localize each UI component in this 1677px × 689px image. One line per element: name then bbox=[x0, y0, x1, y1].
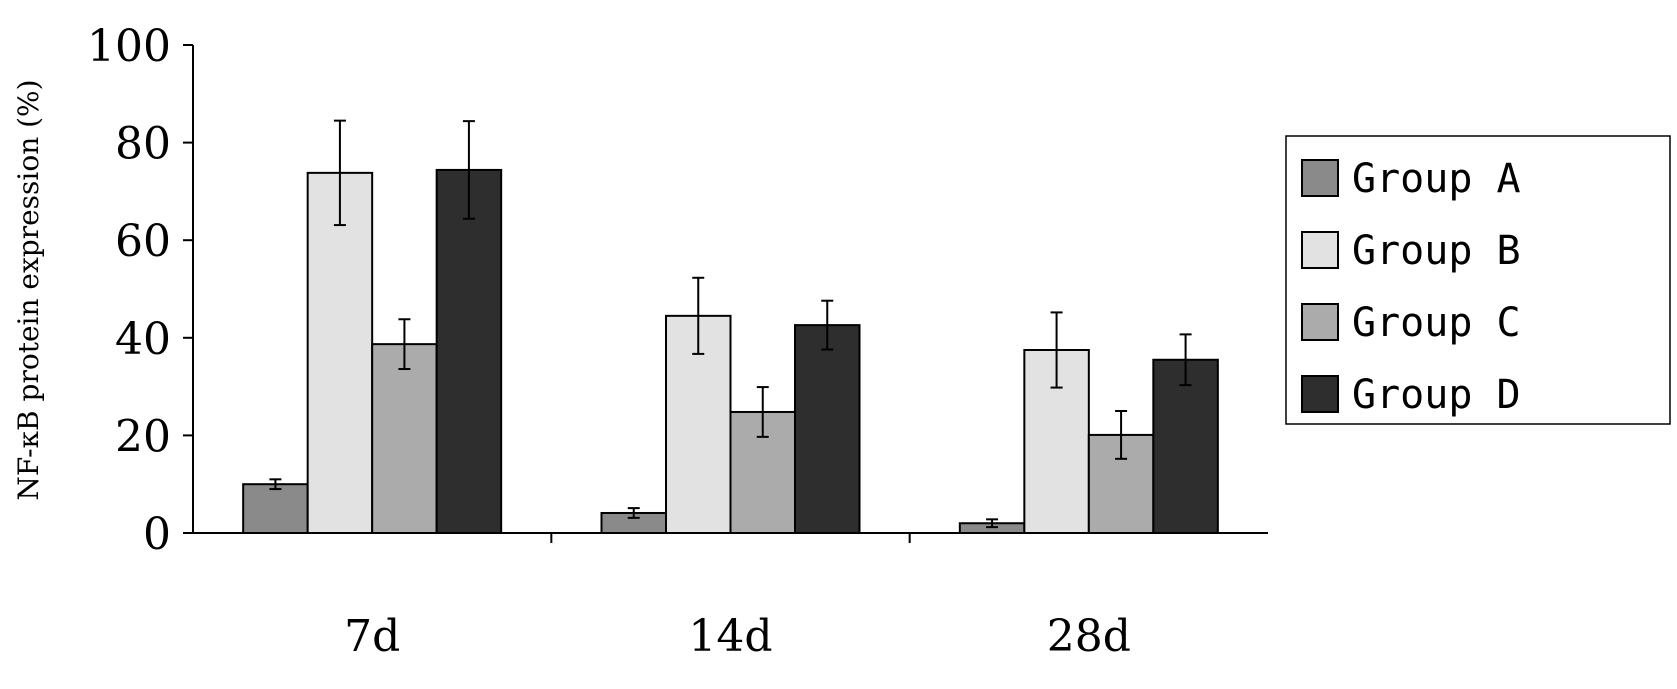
bar-group-d-14d bbox=[794, 324, 861, 534]
y-tick-label: 80 bbox=[115, 119, 171, 170]
legend-swatch bbox=[1301, 375, 1339, 413]
bar-group-b-7d bbox=[306, 171, 374, 535]
y-tick-label: 40 bbox=[115, 314, 171, 365]
legend-label: Group C bbox=[1352, 300, 1521, 346]
legend-swatch bbox=[1301, 303, 1339, 341]
bar-group-c-7d bbox=[371, 343, 438, 535]
y-tick-label: 60 bbox=[115, 216, 171, 267]
x-tick-label: 14d bbox=[688, 611, 772, 662]
legend-swatch bbox=[1301, 159, 1339, 197]
x-tick-label: 28d bbox=[1047, 611, 1131, 662]
x-tick-label: 7d bbox=[344, 611, 400, 662]
y-tick-label: 0 bbox=[143, 509, 171, 560]
legend-label: Group A bbox=[1352, 156, 1521, 202]
bar-group-a-7d bbox=[242, 483, 309, 535]
bar-group-d-28d bbox=[1152, 358, 1219, 535]
bar-group-d-7d bbox=[435, 168, 503, 534]
legend-label: Group D bbox=[1352, 372, 1521, 418]
y-tick-label: 20 bbox=[115, 411, 171, 462]
y-tick-label: 100 bbox=[87, 21, 171, 72]
legend-label: Group B bbox=[1352, 228, 1521, 274]
y-axis-label: NF-κB protein expression (%) bbox=[12, 79, 45, 500]
legend-box bbox=[1285, 135, 1671, 425]
legend-swatch bbox=[1301, 231, 1339, 269]
